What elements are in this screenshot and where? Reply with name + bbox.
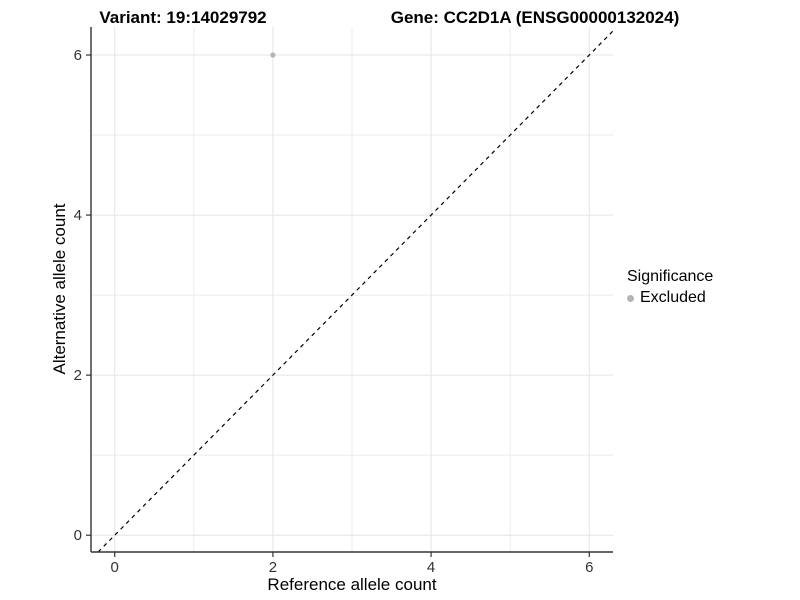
- variant-title: Variant: 19:14029792: [99, 8, 267, 27]
- x-axis-title: Reference allele count: [267, 575, 437, 594]
- data-point-excluded: [270, 52, 276, 58]
- y-tick-label-6: 6: [74, 47, 82, 64]
- x-tick-label-2: 2: [269, 559, 277, 576]
- x-tick-label-0: 0: [111, 559, 119, 576]
- legend-item-excluded: Excluded: [627, 289, 713, 307]
- legend-title: Significance: [627, 268, 714, 285]
- excluded-point-icon: [627, 294, 634, 302]
- y-tick-label-2: 2: [74, 367, 82, 384]
- y-tick-label-4: 4: [74, 207, 82, 224]
- y-axis-title: Alternative allele count: [50, 203, 69, 375]
- x-tick-label-4: 4: [427, 559, 435, 576]
- legend: Significance Excluded: [627, 268, 713, 307]
- legend-item-label: Excluded: [640, 289, 706, 306]
- identity-line: [97, 30, 614, 553]
- y-tick-label-0: 0: [74, 527, 82, 544]
- x-tick-label-6: 6: [585, 559, 593, 576]
- gene-title: Gene: CC2D1A (ENSG00000132024): [390, 8, 680, 27]
